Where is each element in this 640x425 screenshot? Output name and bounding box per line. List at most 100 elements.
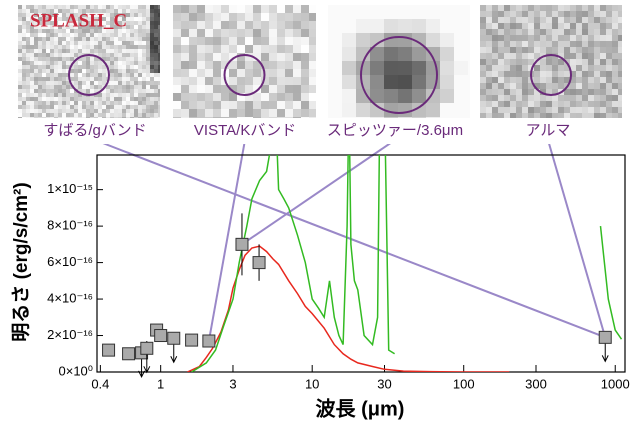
thumb-pixel <box>618 5 622 11</box>
thumb-pixel <box>70 41 74 45</box>
thumb-pixel <box>62 5 66 9</box>
thumb-pixel <box>78 69 82 73</box>
thumb-pixel <box>582 53 588 59</box>
thumb-pixel <box>22 109 26 113</box>
thumb-pixel <box>50 93 54 97</box>
thumb-pixel <box>516 83 522 89</box>
thumb-pixel <box>126 77 130 81</box>
thumb-pixel <box>30 61 34 65</box>
thumb-pixel <box>66 61 70 65</box>
thumb-pixel <box>102 77 106 81</box>
thumb-pixel <box>158 33 160 37</box>
thumb-pixel <box>26 93 30 97</box>
thumb-pixel <box>564 41 570 47</box>
thumb-pixel <box>342 103 356 117</box>
thumb-pixel <box>66 25 70 29</box>
thumb-pixel <box>66 97 70 101</box>
thumb-pixel <box>126 69 130 73</box>
thumb-pixel <box>309 13 316 21</box>
thumb-pixel <box>173 37 181 45</box>
thumb-pixel <box>34 105 38 109</box>
thumb-pixel <box>22 93 26 97</box>
thumb-pixel <box>205 77 213 85</box>
thumb-pixel <box>173 13 181 21</box>
thumb-pixel <box>237 5 245 13</box>
thumb-pixel <box>558 71 564 77</box>
thumb-pixel <box>498 47 504 53</box>
thumb-pixel <box>102 53 106 57</box>
thumb-pixel <box>66 85 70 89</box>
thumb-pixel <box>150 25 154 29</box>
thumb-pixel <box>38 17 42 21</box>
thumb-pixel <box>528 23 534 29</box>
thumb-pixel <box>130 5 134 9</box>
thumb-pixel <box>618 35 622 41</box>
thumb-pixel <box>522 17 528 23</box>
thumb-pixel <box>62 97 66 101</box>
thumb-pixel <box>510 101 516 107</box>
thumb-pixel <box>94 97 98 101</box>
thumb-pixel <box>110 85 114 89</box>
thumb-pixel <box>158 69 160 73</box>
thumb-pixel <box>62 61 66 65</box>
thumb-pixel <box>126 17 130 21</box>
thumb-pixel <box>582 113 588 118</box>
thumb-pixel <box>86 33 90 37</box>
thumb-pixel <box>564 107 570 113</box>
thumb-pixel <box>480 29 486 35</box>
thumb-pixel <box>412 89 426 103</box>
thumb-pixel <box>606 53 612 59</box>
thumb-pixel <box>90 29 94 33</box>
thumb-pixel <box>86 9 90 13</box>
thumb-pixel <box>138 109 142 113</box>
thumb-pixel <box>130 85 134 89</box>
thumb-pixel <box>94 25 98 29</box>
thumb-pixel <box>118 9 122 13</box>
thumb-pixel <box>528 107 534 113</box>
thumb-pixel <box>134 17 138 21</box>
thumb-pixel <box>66 29 70 33</box>
thumb-pixel <box>197 77 205 85</box>
thumb-pixel <box>74 37 78 41</box>
thumb-pixel <box>221 45 229 53</box>
thumb-pixel <box>261 61 269 69</box>
thumb-pixel <box>42 53 46 57</box>
thumb-pixel <box>30 85 34 89</box>
thumb-pixel <box>546 71 552 77</box>
thumb-pixel <box>142 89 146 93</box>
thumb-pixel <box>582 71 588 77</box>
thumb-pixel <box>70 97 74 101</box>
thumb-pixel <box>146 29 150 33</box>
thumb-pixel <box>38 41 42 45</box>
thumb-pixel <box>130 21 134 25</box>
thumb-pixel <box>154 97 158 101</box>
thumb-pixel <box>309 45 316 53</box>
thumb-pixel <box>90 41 94 45</box>
thumb-pixel <box>558 113 564 118</box>
thumb-pixel <box>158 57 160 61</box>
thumb-pixel <box>110 17 114 21</box>
thumb-pixel <box>576 77 582 83</box>
thumb-pixel <box>30 53 34 57</box>
thumb-pixel <box>558 17 564 23</box>
thumb-pixel <box>90 77 94 81</box>
thumb-pixel <box>197 61 205 69</box>
panel-label-box <box>30 118 160 144</box>
thumb-pixel <box>22 41 26 45</box>
thumb-pixel <box>480 35 486 41</box>
thumb-pixel <box>534 5 540 11</box>
thumb-pixel <box>510 17 516 23</box>
thumb-pixel <box>498 5 504 11</box>
thumb-pixel <box>158 29 160 33</box>
thumb-pixel <box>134 9 138 13</box>
thumb-pixel <box>398 75 412 89</box>
thumb-pixel <box>94 53 98 57</box>
thumb-pixel <box>46 13 50 17</box>
thumb-pixel <box>150 89 154 93</box>
thumb-pixel <box>552 65 558 71</box>
thumb-pixel <box>118 69 122 73</box>
thumb-pixel <box>510 95 516 101</box>
thumb-pixel <box>138 73 142 77</box>
thumb-pixel <box>122 57 126 61</box>
thumb-pixel <box>98 93 102 97</box>
